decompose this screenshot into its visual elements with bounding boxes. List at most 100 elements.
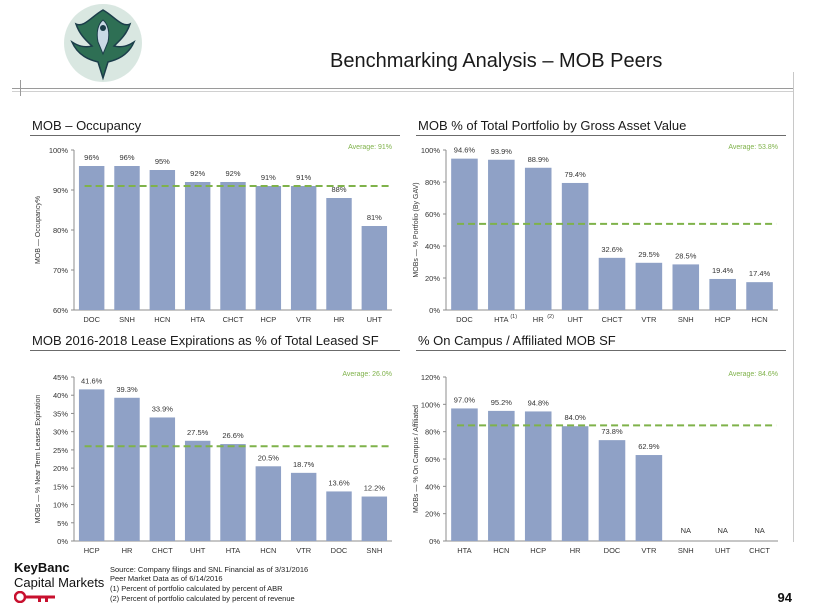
campus-y-tick-label: 60% (425, 455, 440, 464)
portfolio-value-label: 29.5% (638, 250, 660, 259)
lease-category-label: HCP (84, 546, 100, 555)
lease-bar-uht (184, 440, 211, 541)
page-number: 94 (777, 590, 792, 605)
portfolio-bar-hcp (709, 278, 736, 310)
campus-value-label: 97.0% (454, 395, 476, 404)
campus-category-label: VTR (641, 546, 657, 555)
portfolio-y-tick-label: 20% (425, 274, 440, 283)
portfolio-category-label: UHT (567, 315, 583, 324)
occupancy-panel-rule (30, 135, 400, 136)
portfolio-value-label: 94.6% (454, 146, 476, 155)
campus-value-label: 95.2% (491, 398, 513, 407)
key-logo-icon (14, 591, 55, 603)
lease-value-label: 26.6% (222, 431, 244, 440)
campus-y-tick-label: 100% (421, 400, 441, 409)
portfolio-category-label: HTA (494, 315, 508, 324)
portfolio-value-label: 93.9% (491, 147, 513, 156)
portfolio-category-footnote: (1) (510, 314, 517, 320)
campus-bar-doc (598, 440, 626, 541)
lease-panel-title: MOB 2016-2018 Lease Expirations as % of … (32, 333, 379, 348)
occupancy-y-tick-label: 80% (53, 226, 68, 235)
campus-value-label: 73.8% (601, 427, 623, 436)
occupancy-average-label: Average: 91% (348, 144, 392, 151)
portfolio-category-label: CHCT (602, 315, 623, 324)
lease-category-label: UHT (190, 546, 206, 555)
campus-category-label: CHCT (749, 546, 770, 555)
campus-panel-title: % On Campus / Affiliated MOB SF (418, 333, 616, 348)
campus-bar-hcn (488, 410, 515, 541)
lease-category-label: DOC (331, 546, 348, 555)
campus-y-axis-title: MOBs — % On Campus / Affiliated (413, 405, 420, 513)
lease-value-label: 12.2% (364, 484, 386, 493)
lease-y-axis-title: MOBs — % Near Term Leases Expiration (35, 395, 42, 524)
portfolio-bar-vtr (635, 262, 663, 310)
lease-y-tick-label: 30% (53, 428, 68, 437)
lease-y-tick-label: 40% (53, 391, 68, 400)
portfolio-y-tick-label: 40% (425, 242, 440, 251)
campus-y-tick-label: 40% (425, 482, 440, 491)
footer-source: Source: Company filings and SNL Financia… (110, 565, 309, 574)
lease-bar-chct (149, 417, 176, 541)
portfolio-category-label: HCN (751, 315, 767, 324)
campus-chart: 0% 20% 40% 60% 80% 100% 120% MOBs — % On Campus… (413, 371, 778, 555)
occupancy-bar-hcn (149, 170, 176, 310)
occupancy-value-label: 88% (331, 185, 346, 194)
occupancy-y-axis-title: MOB — Occupancy% (35, 196, 42, 264)
portfolio-value-label: 79.4% (564, 170, 586, 179)
campus-y-tick-label: 0% (429, 537, 440, 546)
occupancy-category-label: HR (334, 315, 345, 324)
occupancy-bar-doc (78, 166, 105, 310)
occupancy-category-label: CHCT (223, 315, 244, 324)
lease-average-label: Average: 26.0% (342, 371, 392, 378)
occupancy-category-label: HTA (190, 315, 204, 324)
campus-value-label: 62.9% (638, 442, 660, 451)
occupancy-category-label: DOC (83, 315, 100, 324)
lease-category-label: HCN (260, 546, 276, 555)
portfolio-value-label: 32.6% (601, 245, 623, 254)
lease-category-label: SNH (366, 546, 382, 555)
lease-y-tick-label: 0% (57, 537, 68, 546)
occupancy-value-label: 92% (225, 169, 240, 178)
lease-bar-doc (326, 491, 352, 541)
occupancy-bar-vtr (290, 186, 317, 310)
campus-average-label: Average: 84.6% (728, 371, 778, 378)
lease-category-label: HTA (226, 546, 240, 555)
campus-bar-hr (561, 426, 589, 541)
campus-value-label: NA (717, 526, 727, 535)
portfolio-value-label: 19.4% (712, 266, 734, 275)
occupancy-category-label: HCP (260, 315, 276, 324)
occupancy-value-label: 96% (119, 153, 134, 162)
lease-chart: 0% 5% 10% 15% 20% 25% 30% 35% 40% 45% MOBs — % Nea… (35, 371, 392, 555)
portfolio-category-label: VTR (641, 315, 657, 324)
occupancy-bar-uht (361, 226, 388, 310)
lease-value-label: 20.5% (258, 453, 280, 462)
lease-bar-hcp (78, 389, 105, 541)
lease-bar-hta (220, 444, 246, 541)
lease-bar-hr (114, 397, 140, 541)
lease-value-label: 39.3% (116, 385, 138, 394)
campus-category-label: UHT (715, 546, 731, 555)
campus-category-label: HCP (530, 546, 546, 555)
occupancy-bar-hcp (255, 186, 282, 310)
portfolio-y-tick-label: 60% (425, 210, 440, 219)
portfolio-value-label: 28.5% (675, 251, 697, 260)
footer-note-2: (2) Percent of portfolio calculated by p… (110, 594, 295, 603)
occupancy-value-label: 91% (296, 173, 311, 182)
lease-category-label: HR (122, 546, 133, 555)
company-logo (64, 4, 142, 82)
occupancy-y-tick-label: 60% (53, 306, 68, 315)
portfolio-panel-title: MOB % of Total Portfolio by Gross Asset … (418, 118, 687, 133)
occupancy-value-label: 96% (84, 153, 99, 162)
campus-y-tick-label: 80% (425, 428, 440, 437)
campus-bar-hta (451, 408, 478, 541)
occupancy-value-label: 95% (155, 157, 170, 166)
campus-value-label: 94.8% (528, 398, 550, 407)
portfolio-chart: 0% 20% 40% 60% 80% 100% MOBs — % Portfolio (By… (413, 144, 778, 324)
brand-name: KeyBanc (14, 560, 70, 575)
occupancy-y-tick-label: 100% (49, 146, 69, 155)
campus-y-tick-label: 20% (425, 510, 440, 519)
lease-bar-vtr (290, 472, 317, 541)
lease-bar-snh (361, 496, 388, 541)
campus-category-label: SNH (678, 546, 694, 555)
campus-category-label: DOC (604, 546, 621, 555)
